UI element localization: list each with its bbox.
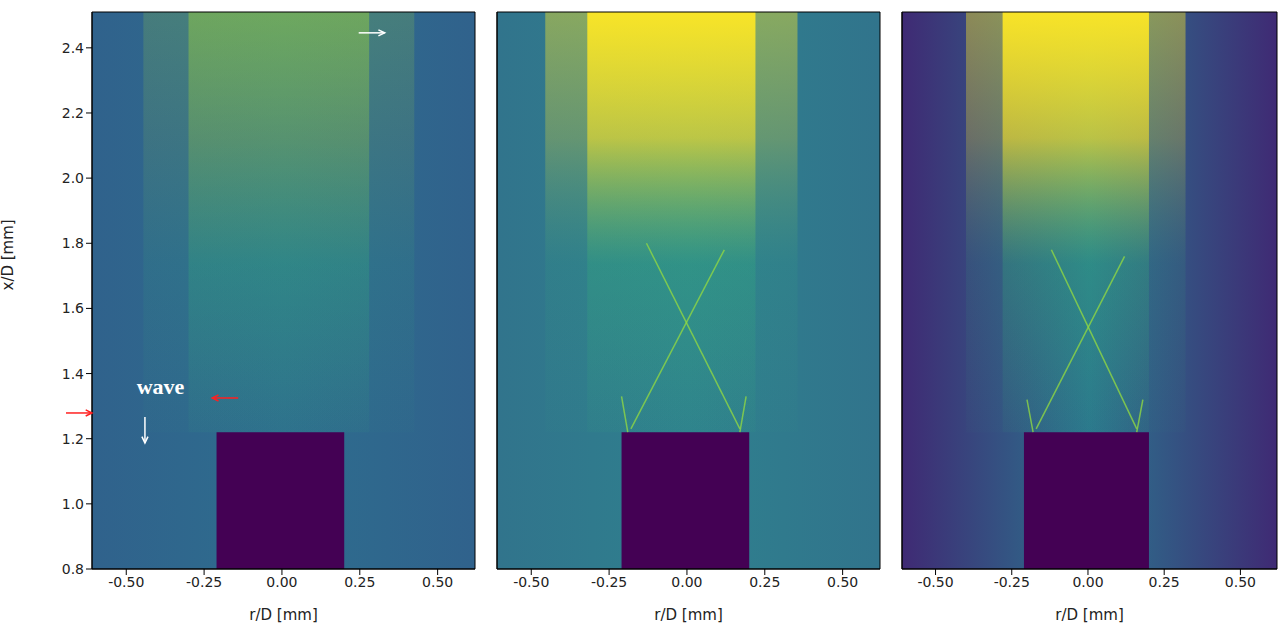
svg-text:r/D [mm]: r/D [mm] [1055,606,1123,624]
svg-text:0.00: 0.00 [671,574,702,590]
svg-text:wave: wave [137,374,185,399]
svg-text:-0.50: -0.50 [917,574,953,590]
svg-text:1.0: 1.0 [62,496,84,512]
svg-text:1.8: 1.8 [62,235,84,251]
svg-text:2.2: 2.2 [62,105,84,121]
svg-text:0.50: 0.50 [1225,574,1256,590]
svg-text:-0.25: -0.25 [994,574,1030,590]
svg-text:r/D [mm]: r/D [mm] [249,606,317,624]
svg-text:0.25: 0.25 [344,574,375,590]
svg-text:1.6: 1.6 [62,300,84,316]
svg-text:1.4: 1.4 [62,366,84,382]
svg-text:-0.25: -0.25 [591,574,627,590]
svg-text:0.50: 0.50 [827,574,858,590]
svg-text:0.25: 0.25 [749,574,780,590]
svg-text:0.00: 0.00 [266,574,297,590]
svg-text:1.2: 1.2 [62,431,84,447]
svg-text:2.0: 2.0 [62,170,84,186]
svg-text:0.25: 0.25 [1149,574,1180,590]
svg-text:-0.50: -0.50 [513,574,549,590]
svg-text:-0.50: -0.50 [108,574,144,590]
svg-text:r/D [mm]: r/D [mm] [654,606,722,624]
svg-text:2.4: 2.4 [62,40,84,56]
svg-text:0.00: 0.00 [1072,574,1103,590]
svg-text:-0.25: -0.25 [186,574,222,590]
svg-text:0.50: 0.50 [422,574,453,590]
svg-text:0.8: 0.8 [62,561,84,577]
svg-text:x/D [mm]: x/D [mm] [0,219,17,290]
